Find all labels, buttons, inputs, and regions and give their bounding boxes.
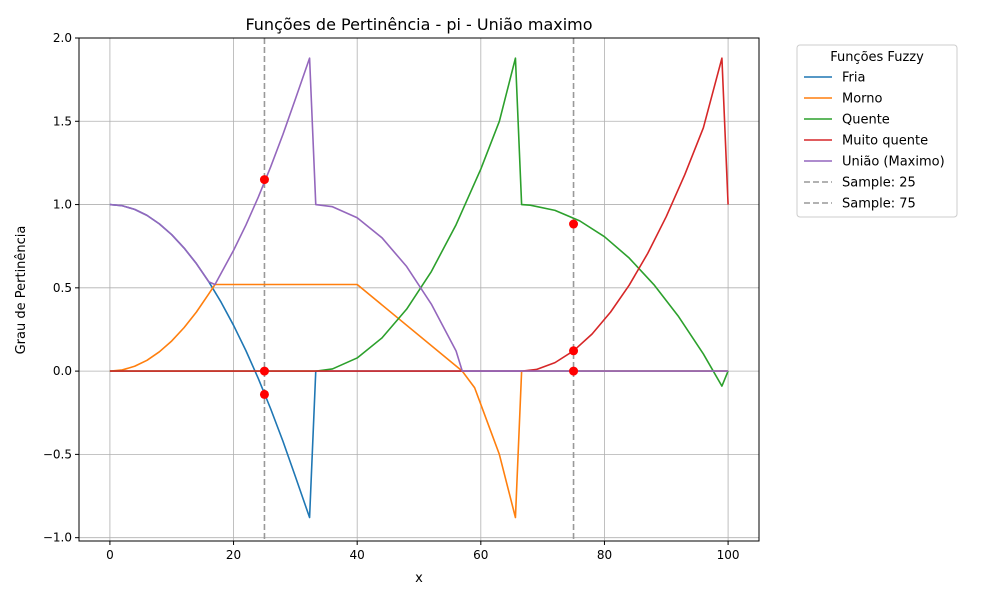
y-tick-label: −1.0 <box>43 531 72 545</box>
y-axis: −1.0 −0.5 0.0 0.5 1.0 1.5 2.0 <box>43 31 79 545</box>
legend-label-uniao-maximo: União (Maximo) <box>842 155 945 170</box>
sample-marker <box>259 366 269 376</box>
series-line-uniao-maximo <box>109 57 729 372</box>
series-group <box>109 57 729 519</box>
x-axis-label: x <box>415 571 423 586</box>
x-tick-label: 20 <box>226 548 241 562</box>
legend: Funções Fuzzy Fria Morno Quente Muito quent… <box>796 44 958 218</box>
legend-label-muito-quente: Muito quente <box>842 134 928 149</box>
y-tick-label: 1.0 <box>53 198 72 212</box>
y-tick-label: 1.5 <box>53 114 72 128</box>
sample-markers <box>259 175 579 399</box>
plot-frame <box>78 37 760 542</box>
legend-label-sample-25: Sample: 25 <box>842 176 916 191</box>
series-line-morno <box>109 283 729 519</box>
sample-marker <box>259 389 269 399</box>
sample-marker <box>569 366 579 376</box>
legend-label-fria: Fria <box>842 71 865 86</box>
x-tick-label: 80 <box>597 548 612 562</box>
x-tick-label: 100 <box>717 548 740 562</box>
legend-label-quente: Quente <box>842 113 890 128</box>
chart-title: Funções de Pertinência - pi - União maxi… <box>245 15 592 34</box>
sample-marker <box>569 346 579 356</box>
x-tick-label: 60 <box>473 548 488 562</box>
y-tick-label: −0.5 <box>43 447 72 461</box>
y-tick-label: 2.0 <box>53 31 72 45</box>
y-axis-label: Grau de Pertinência <box>14 226 29 355</box>
x-tick-label: 40 <box>350 548 365 562</box>
legend-label-sample-75: Sample: 75 <box>842 197 916 212</box>
x-tick-label: 0 <box>106 548 114 562</box>
y-tick-label: 0.5 <box>53 281 72 295</box>
series-line-muito-quente <box>109 57 729 372</box>
series-line-quente <box>109 57 729 387</box>
sample-marker <box>259 175 269 185</box>
sample-marker <box>569 219 579 229</box>
legend-items: Fria Morno Quente Muito quente União (Maximo… <box>804 71 945 212</box>
sample-lines <box>263 38 575 541</box>
y-tick-label: 0.0 <box>53 364 72 378</box>
x-axis: 0 20 40 60 80 100 <box>106 541 740 562</box>
legend-label-morno: Morno <box>842 92 883 107</box>
legend-box <box>796 44 958 218</box>
legend-title: Funções Fuzzy <box>830 50 924 65</box>
